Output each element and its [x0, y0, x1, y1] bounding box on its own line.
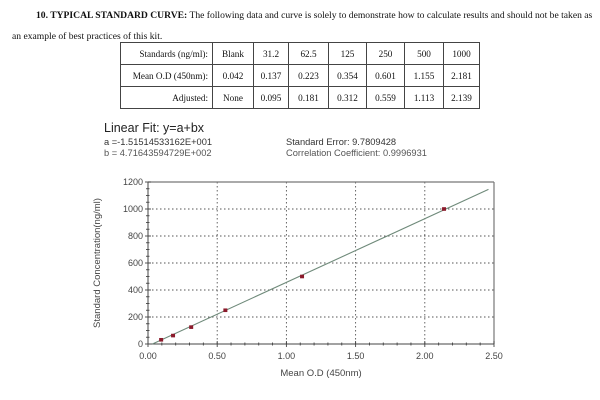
fit-correlation: Correlation Coefficient: 0.9996931 [286, 148, 427, 158]
x-tick-label: 2.00 [416, 351, 434, 361]
data-point-marker [159, 337, 164, 342]
fit-standard-error: Standard Error: 9.7809428 [286, 137, 397, 147]
x-tick-labels: 0.00 0.50 1.00 1.50 2.00 2.50 [139, 351, 503, 361]
y-axis-label: Standard Concentration(ng/ml) [92, 198, 103, 328]
section-heading: 10. TYPICAL STANDARD CURVE: [36, 10, 188, 21]
data-point-marker [223, 308, 228, 313]
table-row-adjusted: Adjusted: None 0.095 0.181 0.312 0.559 1… [120, 86, 480, 109]
table-row-mean-od: Mean O.D (450nm): 0.042 0.137 0.223 0.35… [120, 64, 480, 87]
data-point-marker [442, 207, 447, 211]
x-tick-label: 0.50 [208, 351, 226, 361]
y-tick-label: 200 [128, 312, 143, 322]
fit-line [152, 188, 489, 345]
standards-table: Standards (ng/ml): Blank 31.2 62.5 125 2… [120, 42, 480, 109]
table-cell: 0.559 [366, 86, 405, 109]
y-tick-label: 600 [128, 258, 143, 268]
data-point-marker [300, 274, 305, 279]
fit-title: Linear Fit: y=a+bx [104, 121, 205, 135]
y-tick-label: 1200 [123, 177, 143, 187]
x-tick-label: 1.00 [278, 351, 296, 361]
grid-lines [148, 182, 494, 344]
x-tick-label: 2.50 [485, 351, 503, 361]
y-tick-label: 800 [128, 231, 143, 241]
data-point-marker [171, 333, 176, 338]
table-cell: 2.139 [443, 86, 480, 109]
intro-paragraph: 10. TYPICAL STANDARD CURVE: The followin… [12, 5, 597, 47]
y-tick-label: 0 [138, 339, 143, 349]
data-point-marker [189, 325, 194, 329]
y-tick-labels: 0 200 400 600 800 1000 1200 [123, 177, 143, 349]
fit-coefficient-a: a =-1.51514533162E+001 [104, 137, 213, 147]
x-tick-label: 0.00 [139, 351, 157, 361]
tick-marks [145, 181, 495, 347]
fit-line-segment [152, 188, 489, 345]
fit-coefficient-b: b = 4.71643594729E+002 [104, 148, 212, 158]
y-tick-label: 1000 [123, 204, 143, 214]
y-tick-label: 400 [128, 285, 143, 295]
intro-text: The following data and curve is solely t… [12, 10, 593, 42]
x-tick-label: 1.50 [347, 351, 365, 361]
x-axis-label: Mean O.D (450nm) [280, 368, 361, 379]
data-points [159, 207, 447, 342]
